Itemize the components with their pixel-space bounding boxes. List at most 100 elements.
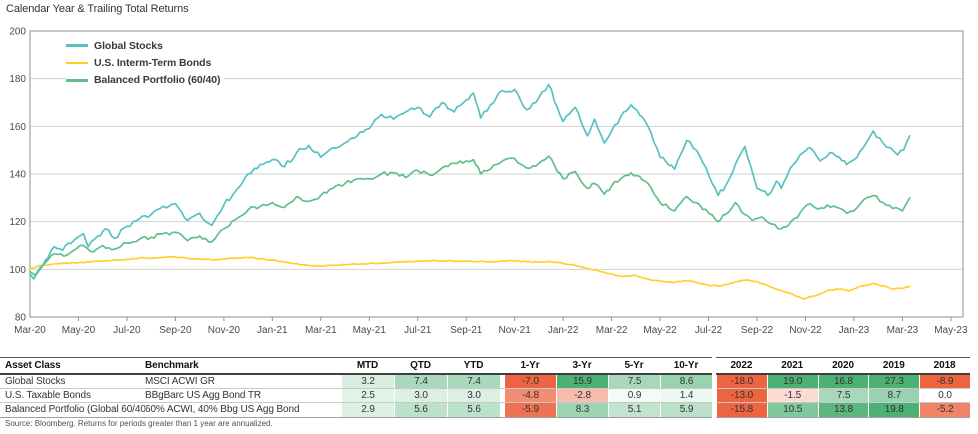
svg-text:120: 120 [9, 217, 26, 228]
svg-text:May-20: May-20 [62, 325, 96, 336]
col-header-10yr: 10-Yr [673, 360, 699, 371]
benchmark-cell: BBgBarc US Agg Bond TR [145, 390, 262, 402]
table-row: -13.0 -1.5 7.5 8.7 0.0 [716, 388, 970, 403]
value-cell: -5.9 [504, 403, 556, 417]
svg-text:Jul-22: Jul-22 [695, 325, 723, 336]
svg-text:180: 180 [9, 74, 26, 85]
value-cell: 27.3 [868, 375, 920, 389]
value-cell: 0.9 [608, 389, 660, 403]
value-cell: 8.6 [660, 375, 712, 389]
value-cell: -2.8 [556, 389, 608, 403]
legend-item-global-stocks: Global Stocks [66, 37, 220, 54]
legend-label: U.S. Interm-Term Bonds [94, 57, 212, 70]
page-title: Calendar Year & Trailing Total Returns [6, 3, 189, 15]
value-cell: 10.5 [766, 403, 818, 417]
legend-item-balanced: Balanced Portfolio (60/40) [66, 72, 220, 89]
legend-label: Balanced Portfolio (60/40) [94, 74, 221, 87]
svg-text:Jul-20: Jul-20 [113, 325, 141, 336]
col-header-1yr: 1-Yr [520, 360, 540, 371]
svg-text:Mar-21: Mar-21 [305, 325, 337, 336]
col-header-2021: 2021 [781, 360, 804, 371]
svg-text:140: 140 [9, 170, 26, 181]
col-header-benchmark: Benchmark [145, 360, 199, 371]
legend-line-swatch-bonds [66, 61, 88, 65]
value-cell: 15.9 [556, 375, 608, 389]
chart-legend: Global Stocks U.S. Interm-Term Bonds Bal… [66, 36, 225, 91]
table-header-row: Asset Class Benchmark MTD QTD YTD 1-Yr 3… [0, 358, 712, 375]
col-header-mtd: MTD [356, 360, 379, 371]
table-row: -15.8 10.5 13.8 19.8 -5.2 [716, 402, 970, 417]
value-cell: -4.8 [504, 389, 556, 403]
svg-text:Sep-22: Sep-22 [741, 325, 774, 336]
value-cell: 3.2 [341, 375, 394, 389]
value-cell: -7.0 [504, 375, 556, 389]
value-cell: 0.0 [919, 389, 970, 403]
value-cell: 3.0 [447, 389, 500, 403]
value-cell: 13.8 [817, 403, 869, 417]
svg-text:Nov-21: Nov-21 [499, 325, 532, 336]
col-header-asset-class: Asset Class [5, 360, 61, 371]
value-cell: 3.0 [394, 389, 447, 403]
value-cell: 5.9 [660, 403, 712, 417]
svg-text:200: 200 [9, 27, 26, 38]
value-cell: 7.4 [447, 375, 500, 389]
table-row: -18.0 19.0 16.8 27.3 -8.9 [716, 375, 970, 389]
col-header-3yr: 3-Yr [572, 360, 592, 371]
svg-text:Nov-22: Nov-22 [789, 325, 822, 336]
benchmark-cell: 60% ACWI, 40% Bbg US Agg Bond [145, 404, 300, 416]
svg-text:Mar-23: Mar-23 [887, 325, 919, 336]
svg-text:May-22: May-22 [643, 325, 677, 336]
value-cell: -15.8 [716, 403, 767, 417]
svg-text:Jan-21: Jan-21 [257, 325, 288, 336]
value-cell: -5.2 [919, 403, 970, 417]
value-cell: 8.7 [868, 389, 920, 403]
svg-text:May-21: May-21 [353, 325, 387, 336]
value-cell: 16.8 [817, 375, 869, 389]
value-cell: 7.4 [394, 375, 447, 389]
col-header-2019: 2019 [882, 360, 905, 371]
asset-class-cell: U.S. Taxable Bonds [5, 390, 91, 402]
returns-table-periods: Asset Class Benchmark MTD QTD YTD 1-Yr 3… [0, 357, 712, 418]
asset-class-cell: Balanced Portfolio (Global 60/40) [5, 404, 145, 416]
returns-table-calendar-years: 2022 2021 2020 2019 2018 -18.0 19.0 16.8… [716, 357, 970, 418]
source-footnote: Source: Bloomberg. Returns for periods g… [5, 419, 273, 428]
svg-text:May-23: May-23 [934, 325, 968, 336]
svg-text:100: 100 [9, 265, 26, 276]
svg-text:80: 80 [15, 313, 27, 324]
table-row: Global Stocks MSCI ACWI GR 3.2 7.4 7.4 -… [0, 375, 712, 389]
value-cell: 7.5 [817, 389, 869, 403]
svg-text:Jan-22: Jan-22 [548, 325, 579, 336]
value-cell: 5.1 [608, 403, 660, 417]
asset-class-cell: Global Stocks [5, 376, 66, 387]
col-header-2020: 2020 [832, 360, 854, 371]
table-header-row: 2022 2021 2020 2019 2018 [716, 358, 970, 375]
col-header-2022: 2022 [730, 360, 753, 371]
svg-text:Jul-21: Jul-21 [404, 325, 432, 336]
svg-text:Nov-20: Nov-20 [208, 325, 241, 336]
legend-item-bonds: U.S. Interm-Term Bonds [66, 54, 220, 71]
value-cell: -13.0 [716, 389, 767, 403]
col-header-qtd: QTD [410, 360, 431, 371]
value-cell: -1.5 [766, 389, 818, 403]
value-cell: 5.6 [394, 403, 447, 417]
svg-text:160: 160 [9, 122, 26, 133]
value-cell: 1.4 [660, 389, 712, 403]
legend-line-swatch-balanced [66, 79, 88, 82]
table-row: U.S. Taxable Bonds BBgBarc US Agg Bond T… [0, 388, 712, 403]
value-cell: 7.5 [608, 375, 660, 389]
svg-text:Sep-21: Sep-21 [450, 325, 483, 336]
table-row: Balanced Portfolio (Global 60/40) 60% AC… [0, 402, 712, 417]
benchmark-cell: MSCI ACWI GR [145, 376, 215, 387]
col-header-2018: 2018 [933, 360, 956, 371]
legend-line-swatch-global-stocks [66, 44, 88, 47]
col-header-ytd: YTD [463, 360, 484, 371]
value-cell: 19.8 [868, 403, 920, 417]
value-cell: 5.6 [447, 403, 500, 417]
svg-text:Sep-20: Sep-20 [159, 325, 192, 336]
svg-text:Jan-23: Jan-23 [839, 325, 870, 336]
value-cell: 2.5 [341, 389, 394, 403]
value-cell: -18.0 [716, 375, 767, 389]
col-header-5yr: 5-Yr [624, 360, 644, 371]
value-cell: 19.0 [766, 375, 818, 389]
